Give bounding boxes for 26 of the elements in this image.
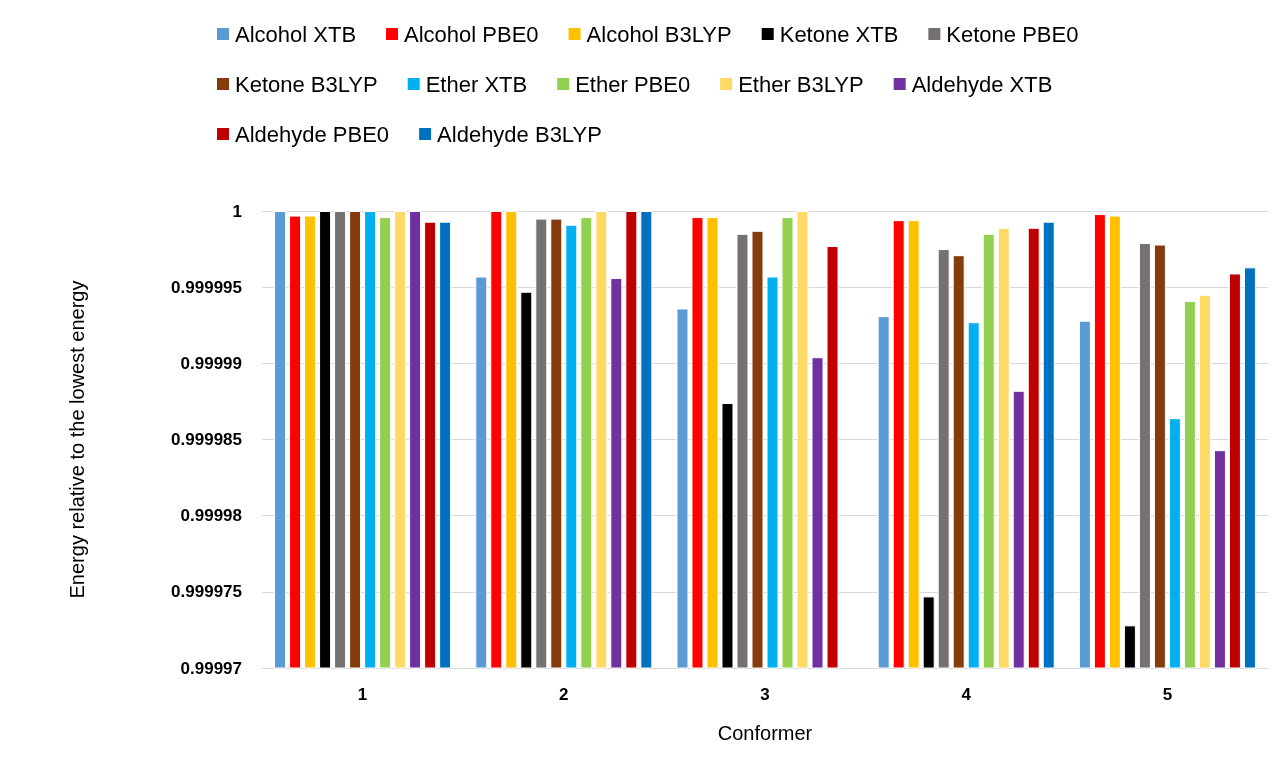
- x-tick-label: 1: [357, 685, 368, 704]
- legend-label: Ketone XTB: [779, 21, 899, 47]
- legend-label: Alcohol PBE0: [404, 21, 539, 47]
- legend-label: Ether B3LYP: [738, 71, 864, 97]
- x-tick-label: 2: [559, 685, 569, 704]
- legend-label: Aldehyde XTB: [911, 71, 1053, 97]
- legend-label: Alcohol B3LYP: [586, 21, 732, 47]
- legend-label: Ether PBE0: [575, 71, 691, 97]
- x-tick-label: 3: [760, 685, 770, 704]
- x-tick-label: 5: [1162, 685, 1173, 704]
- legend-label: Ether XTB: [425, 71, 528, 97]
- legend-label: Aldehyde PBE0: [235, 121, 390, 147]
- legend-label: Ketone B3LYP: [235, 71, 378, 97]
- y-tick-label: 0.999985: [171, 430, 242, 449]
- legend-label: Aldehyde B3LYP: [437, 121, 602, 147]
- x-axis-title: Conformer: [717, 722, 813, 744]
- y-tick-label: 1: [232, 201, 242, 221]
- y-tick-label: 0.99998: [180, 506, 242, 526]
- x-tick-label: 4: [961, 685, 972, 704]
- y-axis-title: Energy relative to the lowest energy: [66, 280, 88, 599]
- legend-label: Alcohol XTB: [235, 21, 357, 47]
- y-tick-label: 0.99997: [180, 658, 242, 678]
- y-tick-label: 0.999975: [171, 582, 242, 602]
- legend-label: Ketone PBE0: [946, 21, 1079, 47]
- y-tick-label: 0.999995: [171, 277, 242, 297]
- y-tick-label: 0.99999: [180, 353, 242, 373]
